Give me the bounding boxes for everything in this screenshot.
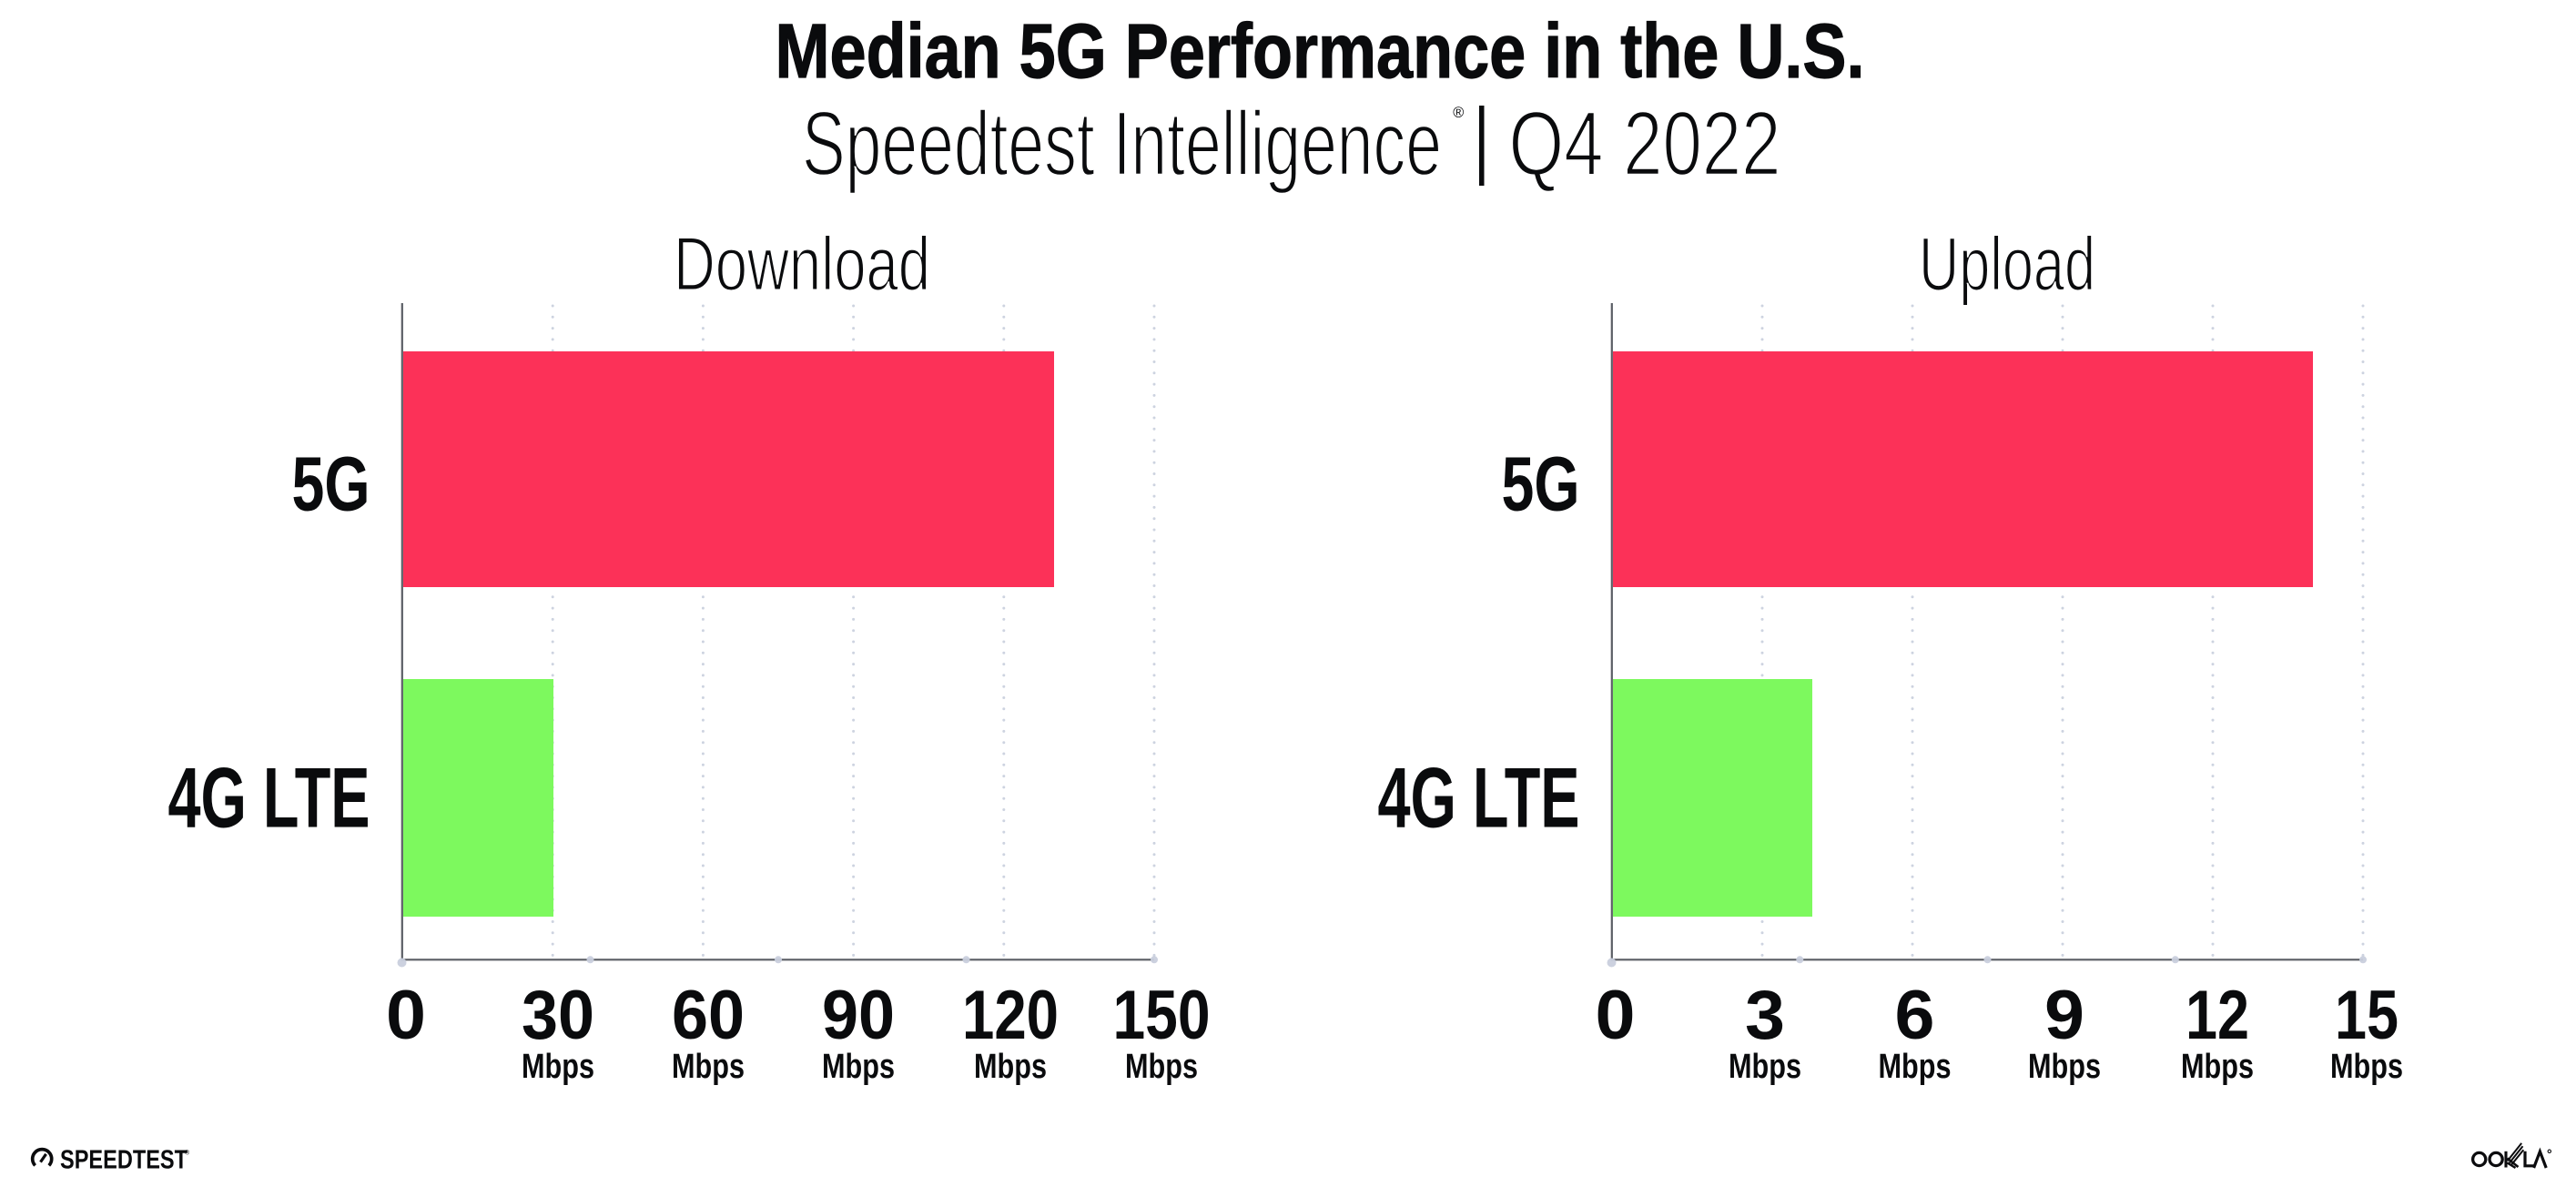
svg-text:Mbps: Mbps [672, 1048, 745, 1086]
svg-text:9: 9 [2044, 977, 2084, 1054]
svg-text:150: 150 [1113, 977, 1211, 1054]
svg-text:®: ® [185, 1150, 190, 1157]
svg-text:6: 6 [1895, 977, 1935, 1054]
svg-text:Q4 2022: Q4 2022 [1509, 93, 1781, 195]
svg-text:Mbps: Mbps [2330, 1048, 2403, 1086]
svg-text:5G: 5G [292, 441, 370, 527]
svg-text:Mbps: Mbps [1125, 1048, 1198, 1086]
svg-text:Speedtest Intelligence: Speedtest Intelligence [802, 93, 1442, 195]
svg-text:30: 30 [522, 977, 594, 1054]
svg-text:4G LTE: 4G LTE [1378, 750, 1580, 846]
svg-text:120: 120 [962, 977, 1059, 1054]
svg-text:®: ® [1453, 105, 1464, 121]
svg-text:Download: Download [674, 221, 930, 307]
svg-text:Mbps: Mbps [974, 1048, 1047, 1086]
svg-text:0: 0 [1596, 977, 1636, 1054]
svg-text:4G LTE: 4G LTE [168, 750, 370, 846]
svg-text:12: 12 [2186, 977, 2249, 1054]
svg-text:Mbps: Mbps [2181, 1048, 2254, 1086]
svg-text:Upload: Upload [1919, 221, 2095, 307]
svg-text:Median 5G Performance in the U: Median 5G Performance in the U.S. [776, 8, 1865, 94]
svg-text:5G: 5G [1502, 441, 1580, 527]
svg-text:90: 90 [822, 977, 895, 1054]
svg-text:3: 3 [1745, 977, 1785, 1054]
svg-text:Mbps: Mbps [1879, 1048, 1952, 1086]
svg-text:0: 0 [386, 977, 426, 1054]
svg-text:Mbps: Mbps [522, 1048, 594, 1086]
svg-text:Mbps: Mbps [1729, 1048, 1801, 1086]
svg-text:Mbps: Mbps [2028, 1048, 2101, 1086]
svg-text:Mbps: Mbps [822, 1048, 895, 1086]
svg-text:SPEEDTEST: SPEEDTEST [60, 1145, 188, 1174]
svg-text:15: 15 [2335, 977, 2399, 1054]
svg-text:60: 60 [672, 977, 745, 1054]
